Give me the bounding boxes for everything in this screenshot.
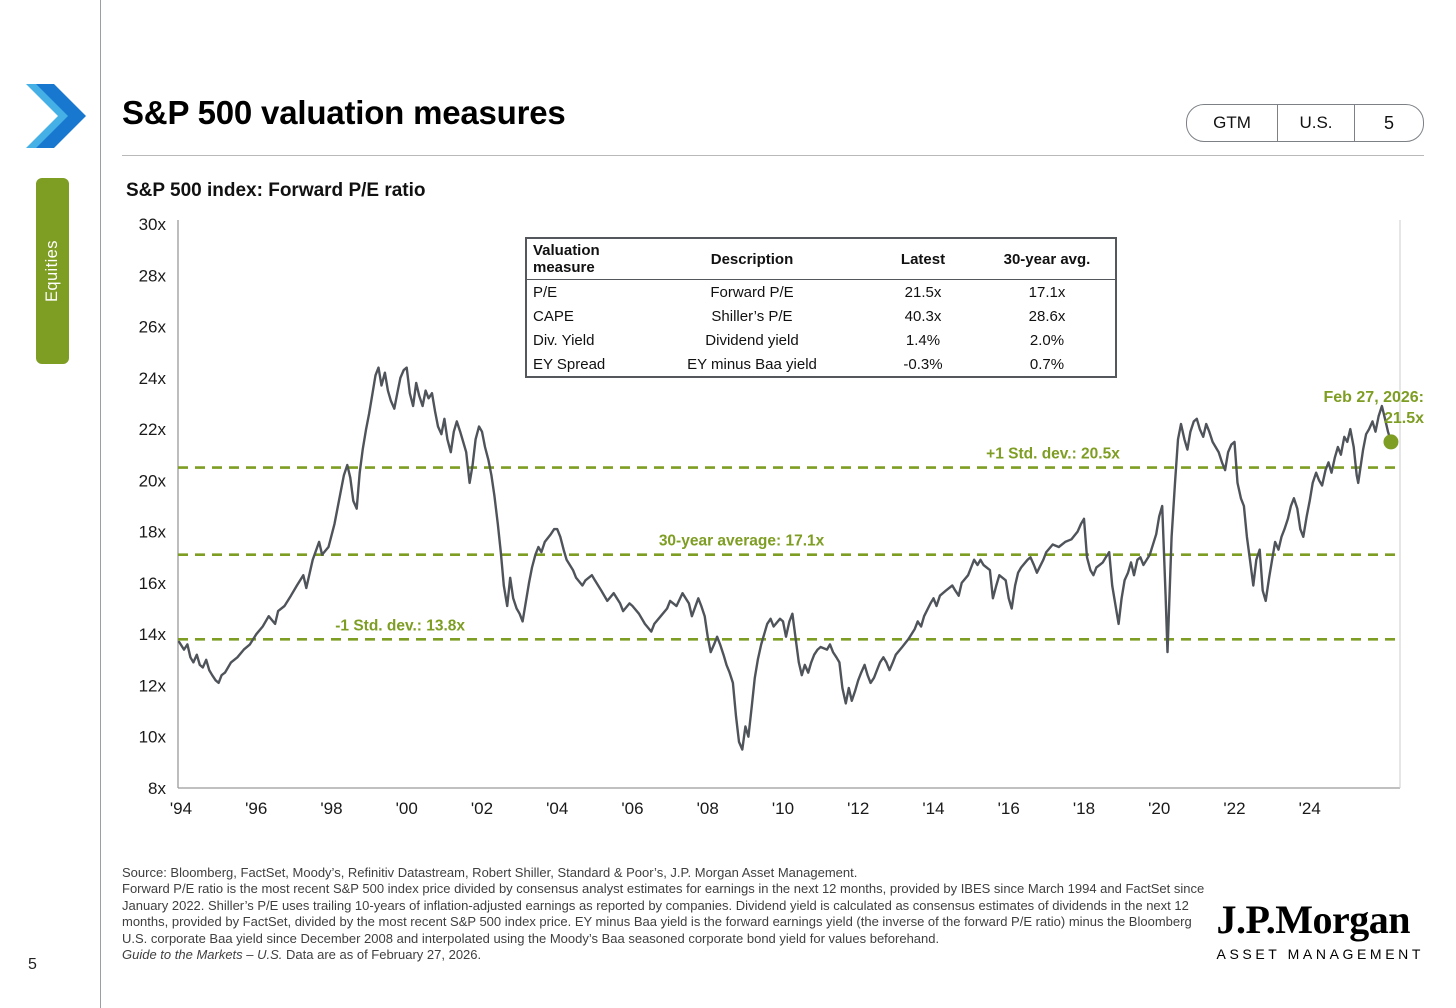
table-cell: 2.0% [1029,331,1065,349]
x-tick-label: '24 [1299,799,1321,818]
forward-pe-line [177,366,1393,751]
chevron-arrow-icon [26,84,86,148]
table-cell: 21.5x [904,283,942,301]
x-tick-label: '96 [245,799,267,818]
x-tick-label: '14 [922,799,944,818]
x-tick-label: '94 [170,799,192,818]
valuation-measures-table: Valuation measure Description Latest 30-yea… [525,237,1117,378]
table-cell: P/E [533,283,558,301]
x-tick-label: '00 [396,799,418,818]
table-header: 30-year avg. [979,238,1116,280]
y-tick-label: 10x [139,728,167,747]
table-row: EY Spread EY minus Baa yield -0.3% 0.7% [526,352,1116,377]
nav-region-button[interactable]: U.S. [1277,105,1354,141]
table-cell: 1.4% [905,331,941,349]
y-tick-label: 16x [139,574,167,593]
table-cell: 28.6x [1028,307,1066,325]
x-tick-label: '22 [1223,799,1245,818]
y-tick-label: 18x [139,523,167,542]
valuation-table-wrap: Valuation measure Description Latest 30-yea… [525,237,1117,378]
left-divider [100,0,101,1008]
table-row: P/E Forward P/E 21.5x 17.1x [526,280,1116,305]
page-title: S&P 500 valuation measures [122,94,566,131]
x-tick-label: '08 [697,799,719,818]
table-row: CAPE Shiller’s P/E 40.3x 28.6x [526,304,1116,328]
table-header-row: Valuation measure Description Latest 30-yea… [526,238,1116,280]
y-tick-label: 14x [139,625,167,644]
y-tick-label: 30x [139,215,167,234]
table-cell: Dividend yield [705,331,799,349]
asset-management-label: ASSET MANAGEMENT [1216,946,1424,962]
y-tick-label: 8x [148,779,166,798]
table-cell: EY Spread [533,355,606,373]
y-tick-label: 22x [139,420,167,439]
as-of-date: Data are as of February 27, 2026. [282,946,482,962]
table-cell: 17.1x [1028,283,1066,301]
chevron-front-shape [36,84,86,148]
table-header: Latest [867,238,979,280]
x-tick-label: '18 [1073,799,1095,818]
forward-pe-chart: 8x 10x 12x 14x 16x 18x 20x 22x 24x 26x 28x 30x '94 '9… [139,215,1425,818]
y-tick-label: 24x [139,369,167,388]
x-tick-label: '02 [471,799,493,818]
table-cell: -0.3% [903,355,943,373]
x-tick-label: '12 [847,799,869,818]
source-line: Source: Bloomberg, FactSet, Moody’s, Ref… [122,865,858,880]
table-header: Description [637,238,867,280]
nav-gtm-button[interactable]: GTM [1213,113,1251,132]
x-tick-label: '20 [1148,799,1170,818]
latest-annotation-value: 21.5x [1384,410,1424,427]
header-divider [122,155,1424,156]
table-row: Div. Yield Dividend yield 1.4% 2.0% [526,328,1116,352]
latest-annotation-date: Feb 27, 2026: [1324,389,1425,406]
latest-point-marker [1383,434,1399,450]
table-cell: Div. Yield [533,331,595,349]
table-cell: Forward P/E [710,283,794,301]
x-tick-label: '10 [772,799,794,818]
x-tick-label: '16 [998,799,1020,818]
table-cell: CAPE [533,307,574,325]
nav-page-number[interactable]: 5 [1354,105,1423,141]
x-tick-label: '06 [621,799,643,818]
y-tick-label: 12x [139,676,167,695]
gtm-nav: GTM U.S. 5 [1186,104,1424,142]
chart-heading: S&P 500 index: Forward P/E ratio [126,180,426,201]
jpmorgan-wordmark: J.P.Morgan [1216,897,1411,942]
table-cell: 0.7% [1029,355,1065,373]
x-tick-label: '04 [546,799,568,818]
std-dev-label: -1 Std. dev.: 13.8x [335,617,465,634]
table-cell: Shiller’s P/E [711,307,793,325]
sidebar-tab-equities[interactable]: Equities [36,178,69,364]
gtm-series-name: Guide to the Markets – U.S. [122,946,283,962]
table-cell: 40.3x [904,307,942,325]
footnote: Source: Bloomberg, FactSet, Moody’s, Ref… [122,865,1214,963]
std-dev-label: 30-year average: 17.1x [659,533,825,550]
y-tick-label: 26x [139,318,167,337]
std-dev-label: +1 Std. dev.: 20.5x [986,446,1120,463]
y-tick-label: 28x [139,266,167,285]
x-tick-label: '98 [320,799,342,818]
table-cell: EY minus Baa yield [687,355,817,373]
data-as-of-line: Guide to the Markets – U.S. Data are as … [122,947,1214,963]
y-tick-label: 20x [139,471,167,490]
slide-page-number: 5 [28,956,37,973]
table-header: Valuation measure [526,238,637,280]
definition-text: Forward P/E ratio is the most recent S&P… [122,881,1205,946]
jpmorgan-logo: J.P.Morgan ASSET MANAGEMENT [1216,897,1424,963]
